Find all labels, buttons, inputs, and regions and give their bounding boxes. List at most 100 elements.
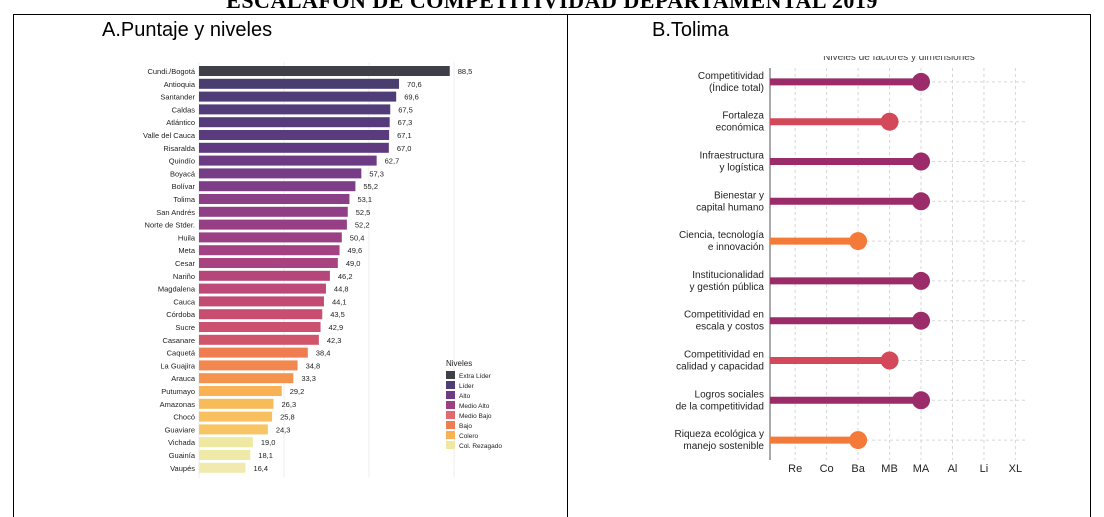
- value-label: 16,4: [253, 464, 268, 473]
- category-label: Guainía: [169, 451, 196, 460]
- bar: [199, 155, 377, 166]
- value-label: 50,4: [350, 233, 365, 242]
- value-label: 19,0: [261, 438, 276, 447]
- chart-subtitle: Niveles de factores y dimensiones: [823, 56, 975, 63]
- tolima-lollipop-chart: Niveles de factores y dimensiones Competi…: [675, 56, 1028, 476]
- category-label: Huila: [178, 233, 196, 242]
- bar: [199, 450, 251, 460]
- category-label: Guaviare: [165, 425, 195, 434]
- value-label: 62,7: [385, 157, 400, 166]
- value-label: 67,5: [398, 105, 413, 114]
- value-label: 42,3: [327, 336, 342, 345]
- x-axis-title: Nivel: [893, 475, 917, 476]
- lollipop-point: [912, 152, 931, 171]
- bar: [199, 194, 350, 204]
- category-label: Tolima: [173, 195, 196, 204]
- value-label: 67,0: [397, 144, 412, 153]
- category-label: Caquetá: [167, 349, 196, 358]
- lollipop-point: [880, 351, 899, 370]
- category-label: Córdoba: [166, 310, 196, 319]
- bar: [199, 411, 273, 422]
- category-label: Vichada: [168, 438, 196, 447]
- bar: [199, 91, 397, 102]
- category-label: Atlántico: [166, 118, 195, 127]
- legend-label: Bajo: [459, 423, 472, 430]
- category-label: Riqueza ecológica y manejo sostenible: [675, 429, 765, 452]
- legend-swatch: [446, 431, 455, 439]
- lollipop-point: [912, 391, 931, 410]
- category-label: Bolívar: [172, 182, 196, 191]
- category-label: Chocó: [173, 413, 195, 422]
- category-label: Ciencia, tecnología e innovación: [679, 230, 764, 253]
- value-label: 26,3: [282, 400, 297, 409]
- bar: [199, 78, 400, 89]
- category-label: Arauca: [171, 374, 196, 383]
- value-label: 70,6: [407, 80, 422, 89]
- bar: [199, 142, 389, 153]
- category-label: Competitividad (Índice total): [698, 71, 764, 94]
- value-label: 24,3: [276, 425, 291, 434]
- category-label: San Andrés: [156, 208, 195, 217]
- value-label: 42,9: [329, 323, 344, 332]
- bar: [199, 373, 294, 384]
- bar: [199, 66, 450, 76]
- value-label: 25,8: [280, 413, 295, 422]
- category-label: Fortaleza económica: [716, 111, 765, 134]
- lollipop-point: [912, 311, 931, 330]
- x-tick-label: Al: [948, 463, 958, 475]
- category-label: Nariño: [173, 272, 195, 281]
- category-label: Amazonas: [160, 400, 196, 409]
- category-label: Valle del Cauca: [143, 131, 196, 140]
- category-label: Cesar: [175, 259, 196, 268]
- bar: [199, 462, 246, 473]
- page-title: ESCALAFÓN DE COMPETITIVIDAD DEPARTAMENTA…: [226, 0, 878, 13]
- bar: [199, 334, 319, 345]
- table-frame: [13, 14, 1091, 517]
- lollipop-point: [912, 192, 931, 211]
- value-label: 67,1: [397, 131, 412, 140]
- legend-label: Extra Líder: [459, 373, 492, 380]
- lollipop-point: [912, 72, 931, 91]
- value-label: 44,8: [334, 285, 349, 294]
- category-label: La Guajira: [160, 361, 195, 370]
- value-label: 44,1: [332, 297, 347, 306]
- bar: [199, 270, 330, 281]
- bar: [199, 117, 390, 128]
- legend-swatch: [446, 371, 455, 379]
- value-label: 57,3: [369, 169, 384, 178]
- value-label: 49,6: [348, 246, 363, 255]
- value-label: 49,0: [346, 259, 361, 268]
- category-label: Competitividad en calidad y capacidad: [676, 350, 764, 373]
- category-label: Vaupés: [170, 464, 195, 473]
- category-label: Putumayo: [161, 387, 195, 396]
- legend-label: Col. Rezagado: [459, 443, 502, 450]
- value-label: 55,2: [363, 182, 378, 191]
- legend-label: Líder: [459, 383, 475, 390]
- category-label: Infraestructura y logística: [700, 151, 765, 174]
- category-label: Institucionalidad y gestión pública: [690, 270, 765, 293]
- value-label: 29,2: [290, 387, 305, 396]
- legend-label: Medio Bajo: [459, 413, 492, 420]
- category-label: Cauca: [173, 297, 196, 306]
- legend-title: Niveles: [446, 359, 472, 368]
- value-label: 38,4: [316, 349, 331, 358]
- bar: [199, 168, 362, 179]
- value-label: 53,1: [357, 195, 372, 204]
- x-tick-label: XL: [1009, 463, 1022, 475]
- bar: [199, 347, 308, 358]
- value-label: 33,3: [301, 374, 316, 383]
- bar: [199, 322, 321, 332]
- category-label: Quindío: [169, 157, 195, 166]
- lollipop-point: [849, 232, 868, 251]
- lollipop-point: [849, 431, 868, 450]
- category-label: Norte de Stder.: [145, 221, 195, 230]
- value-label: 18,1: [258, 451, 273, 460]
- legend-swatch: [446, 421, 455, 429]
- bar: [199, 232, 342, 243]
- bar: [199, 398, 274, 409]
- value-label: 52,5: [356, 208, 371, 217]
- legend-swatch: [446, 381, 455, 389]
- bar: [199, 296, 324, 307]
- category-label: Logros sociales de la competitividad: [676, 389, 764, 412]
- bar: [199, 206, 348, 217]
